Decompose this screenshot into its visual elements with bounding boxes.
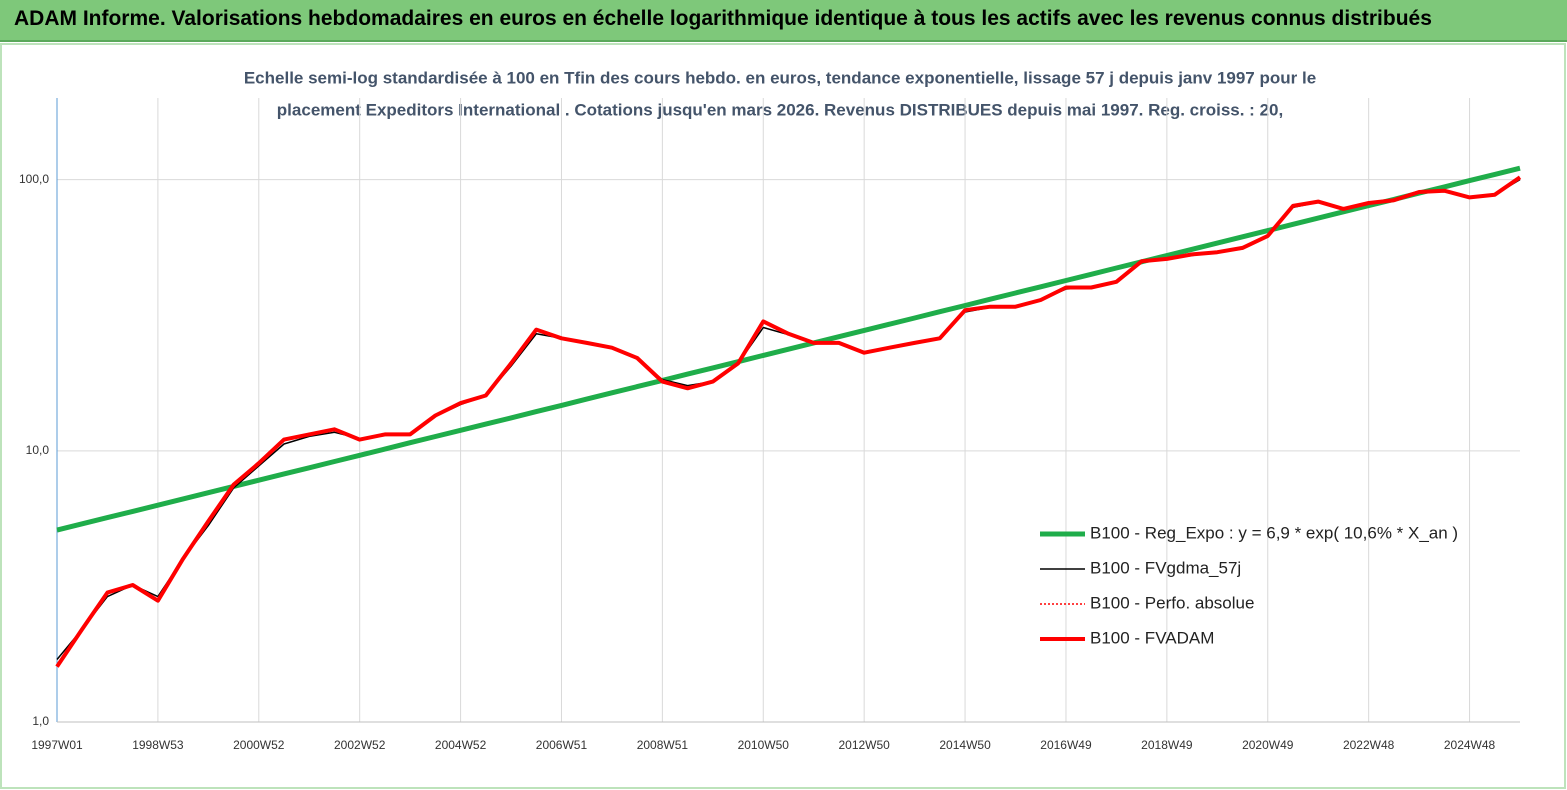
x-tick-label: 2000W52: [233, 738, 285, 752]
series-line: [56, 165, 1521, 533]
series-line: [56, 178, 1521, 660]
x-tick-label: 2004W52: [435, 738, 487, 752]
series-line: [56, 176, 1521, 668]
x-tick-label: 2022W48: [1343, 738, 1395, 752]
y-tick-label: 1,0: [32, 714, 49, 728]
legend-label: B100 - Perfo. absolue: [1090, 593, 1254, 612]
chart-frame: [0, 43, 1566, 789]
chart-subtitle: Echelle semi-log standardisée à 100 en T…: [244, 68, 1316, 87]
series-line: [55, 175, 1522, 668]
x-tick-label: 1998W53: [132, 738, 184, 752]
legend-label: B100 - FVADAM: [1090, 628, 1214, 647]
x-tick-label: 2024W48: [1444, 738, 1496, 752]
x-tick-label: 2016W49: [1040, 738, 1092, 752]
y-tick-label: 10,0: [26, 443, 50, 457]
legend-label: B100 - Reg_Expo : y = 6,9 * exp( 10,6% *…: [1090, 523, 1458, 542]
chart-subtitle: placement Expeditors International . Cot…: [277, 100, 1283, 119]
x-tick-label: 2006W51: [536, 738, 588, 752]
x-tick-label: 2008W51: [637, 738, 689, 752]
y-tick-label: 100,0: [19, 172, 49, 186]
banner-title: ADAM Informe. Valorisations hebdomadaire…: [0, 0, 1567, 42]
x-tick-label: 2014W50: [939, 738, 991, 752]
x-tick-label: 2010W50: [738, 738, 790, 752]
x-tick-label: 2012W50: [838, 738, 890, 752]
x-tick-label: 2002W52: [334, 738, 386, 752]
legend-label: B100 - FVgdma_57j: [1090, 558, 1241, 577]
x-tick-label: 2020W49: [1242, 738, 1294, 752]
x-tick-label: 1997W01: [31, 738, 83, 752]
x-tick-label: 2018W49: [1141, 738, 1193, 752]
